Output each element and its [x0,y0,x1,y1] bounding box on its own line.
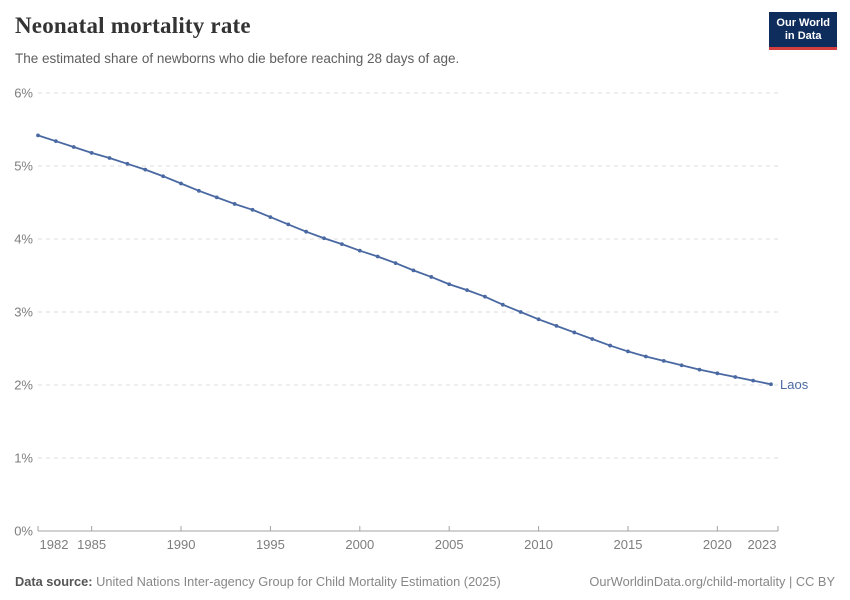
data-point[interactable] [608,343,612,348]
data-point[interactable] [697,367,702,372]
data-point[interactable] [679,363,684,368]
y-axis-tick-label: 5% [14,159,33,174]
chart-subtitle: The estimated share of newborns who die … [15,51,460,66]
chart-footer: Data source: United Nations Inter-agency… [15,574,835,589]
data-point[interactable] [769,382,773,387]
data-point[interactable] [161,174,166,179]
data-point[interactable] [465,288,469,292]
y-axis-tick-label: 2% [14,378,33,393]
data-point[interactable] [322,236,326,241]
data-point[interactable] [626,349,630,354]
data-point[interactable] [536,317,541,322]
y-axis-tick-label: 4% [14,232,33,247]
data-point[interactable] [590,337,595,341]
y-axis-tick-label: 3% [14,305,33,320]
data-point[interactable] [733,375,738,379]
x-axis-tick-label: 2020 [703,537,732,552]
data-point[interactable] [554,323,559,328]
x-axis-tick-label: 2015 [614,537,643,552]
y-axis-tick-label: 6% [14,86,33,101]
data-point[interactable] [393,261,398,265]
data-point[interactable] [268,215,273,220]
data-point[interactable] [500,302,505,307]
x-axis-tick-label: 2000 [345,537,374,552]
data-source-text: United Nations Inter-agency Group for Ch… [96,574,501,589]
x-axis-tick-label: 1990 [167,537,196,552]
x-axis-tick-label: 2010 [524,537,553,552]
data-point[interactable] [375,254,380,259]
data-point[interactable] [429,275,434,279]
data-point[interactable] [53,139,58,144]
data-point[interactable] [36,133,40,138]
data-point[interactable] [232,202,237,206]
owid-logo-line1: Our World [776,17,830,29]
x-axis-tick-label: 1985 [77,537,106,552]
data-point[interactable] [214,195,219,200]
data-point[interactable] [125,161,130,166]
x-axis-tick-label: 1995 [256,537,285,552]
owid-logo-line2: in Data [784,30,822,42]
data-point[interactable] [357,248,362,253]
x-axis-tick-label: 2005 [435,537,464,552]
data-point[interactable] [661,359,666,363]
y-axis-tick-label: 0% [14,524,33,539]
data-point[interactable] [715,371,720,376]
data-source-note: Data source: United Nations Inter-agency… [15,574,501,589]
data-point[interactable] [143,167,148,172]
data-source-label: Data source: [15,574,93,589]
data-point[interactable] [643,354,648,359]
footer-citation-link[interactable]: OurWorldinData.org/child-mortality | CC … [589,574,835,589]
data-point[interactable] [71,145,76,149]
data-point[interactable] [179,181,183,186]
data-point[interactable] [197,188,201,193]
data-point[interactable] [304,229,309,234]
owid-logo[interactable]: Our World in Data [769,12,837,50]
series-end-label-laos[interactable]: Laos [780,377,809,392]
x-axis-tick-label: 1982 [40,537,69,552]
data-point[interactable] [447,282,452,287]
data-point[interactable] [572,330,577,335]
data-point[interactable] [340,242,344,247]
y-axis-tick-label: 1% [14,451,33,466]
line-series-laos[interactable] [37,134,772,386]
data-point[interactable] [250,207,255,212]
data-point[interactable] [483,294,487,299]
x-axis-tick-label: 2023 [748,537,777,552]
data-point[interactable] [518,310,523,314]
data-point[interactable] [107,156,112,160]
data-point[interactable] [751,378,756,383]
data-point[interactable] [411,268,416,273]
data-point[interactable] [89,150,94,155]
data-point[interactable] [286,222,291,227]
page-title: Neonatal mortality rate [15,13,251,38]
